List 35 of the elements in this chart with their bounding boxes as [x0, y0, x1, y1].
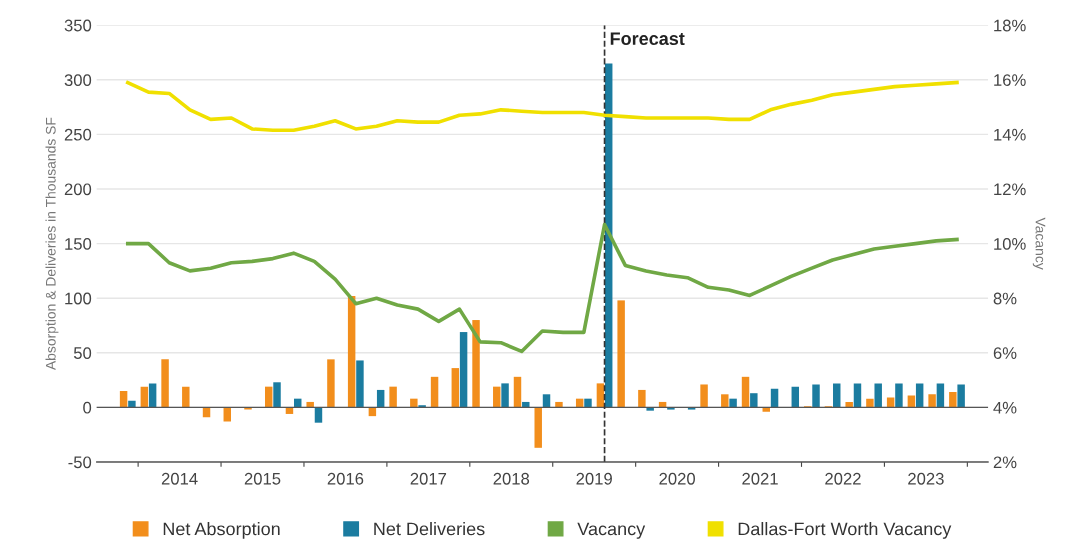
y-tick-label: 200 — [64, 183, 92, 196]
y-tick-label: 300 — [64, 74, 92, 86]
legend-label: Vacancy — [577, 522, 646, 539]
y2-tick-label: 18% — [994, 19, 1026, 32]
y2-tick-label: 6% — [993, 347, 1017, 359]
x-tick-label: 2016 — [327, 472, 364, 485]
y-tick-label: 50 — [73, 347, 92, 359]
y-tick-label: 350 — [64, 19, 92, 32]
legend-label: Net Deliveries — [374, 522, 485, 536]
y2-tick-label: 8% — [993, 292, 1017, 305]
x-tick-label: 2021 — [742, 472, 778, 485]
x-tick-label: 2023 — [908, 472, 944, 485]
y-tick-label: 100 — [65, 292, 92, 305]
y2-tick-label: 10% — [994, 238, 1026, 250]
y2-tick-label: 2% — [993, 456, 1017, 469]
y2-tick-label: 16% — [994, 74, 1026, 86]
x-tick-label: 2019 — [576, 472, 612, 485]
x-tick-label: 2020 — [659, 472, 696, 485]
x-tick-label: 2018 — [493, 472, 530, 485]
x-tick-label: 2022 — [825, 472, 861, 485]
x-tick-label: 2017 — [410, 472, 447, 485]
y-tick-label: 250 — [64, 128, 92, 141]
y2-tick-label: 4% — [993, 401, 1017, 414]
y2-tick-label: 12% — [994, 183, 1026, 196]
legend-label: Dallas-Fort Worth Vacancy — [738, 522, 952, 539]
y-tick-label: 150 — [65, 238, 92, 250]
ref-line-label: Forecast — [610, 32, 685, 46]
y2-tick-label: 14% — [994, 128, 1026, 141]
y-tick-label: -50 — [68, 456, 92, 469]
legend-label: Net Absorption — [163, 522, 280, 539]
y-tick-label: 0 — [83, 401, 92, 414]
y-axis-title: Absorption & Deliveries in Thousands SF — [45, 117, 59, 371]
x-tick-label: 2015 — [244, 472, 281, 485]
x-tick-label: 2014 — [161, 472, 198, 485]
y2-axis-title: Vacancy — [1032, 217, 1046, 270]
